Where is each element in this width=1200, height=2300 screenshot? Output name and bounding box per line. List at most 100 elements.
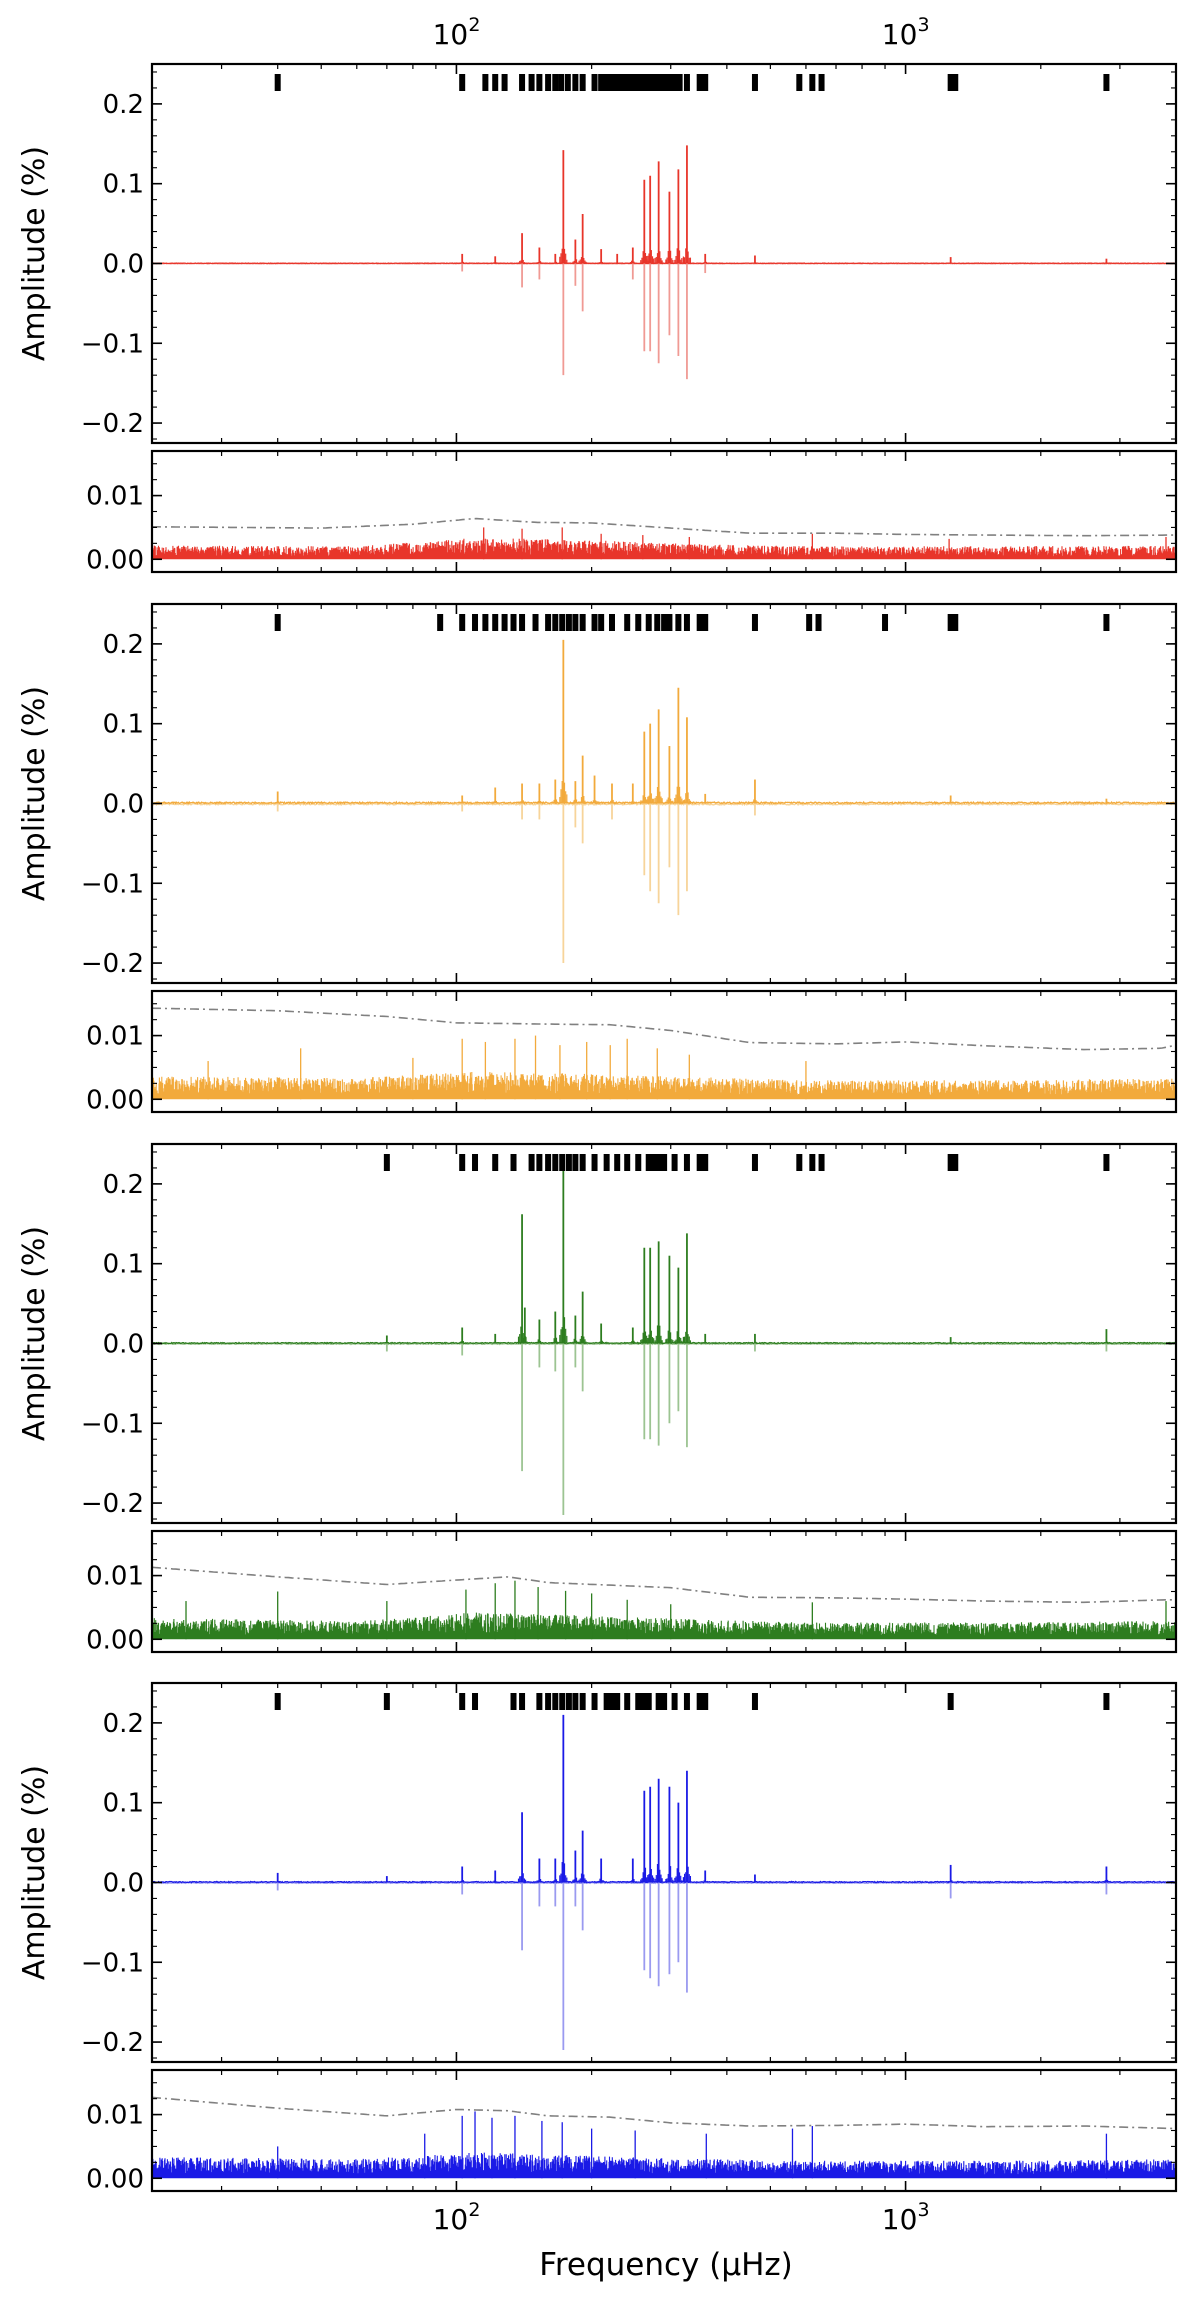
residual-noise	[152, 538, 1176, 560]
residual-plot: 0.01 0.00	[86, 1529, 1178, 1655]
panel-3: 0.2 0.1 0.0 −0.1 −0.2 Amplitude (%) 0.01 0.00	[17, 1142, 1178, 1655]
y-axis-label: Amplitude (%)	[17, 686, 52, 901]
mode-marker	[545, 1154, 552, 1171]
y-ticks: 0.01 0.00	[86, 1003, 1176, 1115]
mode-marker	[650, 74, 657, 91]
mode-marker	[492, 74, 499, 91]
mode-marker	[683, 614, 690, 631]
mode-marker	[598, 614, 605, 631]
mode-marker	[459, 1154, 466, 1171]
mode-marker	[274, 1693, 281, 1710]
y-ticks: 0.01 0.00	[86, 463, 1176, 575]
mode-marker	[501, 74, 508, 91]
y-axis-label: Amplitude (%)	[17, 1765, 52, 1980]
mode-marker	[614, 74, 621, 91]
mode-marker	[492, 1154, 499, 1171]
y-tick-label: −0.2	[81, 2028, 144, 2058]
mode-marker	[635, 74, 642, 91]
x-ticks	[220, 1531, 1177, 1652]
y-ticks: 0.2 0.1 0.0 −0.1 −0.2	[81, 1690, 1176, 2059]
mode-marker	[598, 74, 605, 91]
residual-series	[152, 2096, 1176, 2179]
mode-marker	[274, 614, 281, 631]
mode-marker	[661, 74, 668, 91]
y-tick-label: 0.0	[103, 789, 144, 819]
mode-marker	[603, 74, 610, 91]
mode-marker	[559, 614, 566, 631]
significance-threshold	[152, 1007, 1176, 1051]
mode-marker	[683, 1154, 690, 1171]
mode-marker	[818, 1154, 825, 1171]
mode-marker	[510, 614, 517, 631]
mode-marker	[671, 1693, 678, 1710]
mode-marker	[796, 1154, 803, 1171]
mode-marker	[565, 1693, 572, 1710]
mode-marker	[559, 1693, 566, 1710]
residual-plot: 0.01 0.00	[86, 2068, 1178, 2194]
mode-marker	[806, 614, 813, 631]
mode-marker	[1103, 1693, 1110, 1710]
mode-marker	[671, 1154, 678, 1171]
mode-marker	[654, 614, 661, 631]
mode-marker	[579, 1154, 586, 1171]
y-tick-label: −0.2	[81, 1489, 144, 1519]
residual-noise	[152, 2152, 1176, 2179]
mode-marker	[565, 614, 572, 631]
x-ticks	[220, 64, 1177, 443]
x-tick-label: 10	[882, 18, 918, 51]
mode-marker	[545, 74, 552, 91]
mode-marker	[459, 614, 466, 631]
mode-marker	[702, 614, 709, 631]
plot-frame	[150, 1142, 1178, 1525]
mode-marker	[882, 614, 889, 631]
mode-marker	[640, 1693, 647, 1710]
x-tick-exponent: 2	[468, 14, 480, 36]
spectrum-series	[152, 639, 1176, 964]
mode-marker	[472, 1693, 479, 1710]
mode-marker	[552, 74, 559, 91]
y-tick-label: 0.2	[103, 90, 144, 120]
mode-marker	[572, 614, 579, 631]
mode-marker	[472, 1154, 479, 1171]
y-ticks: 0.01 0.00	[86, 2082, 1176, 2194]
x-tick-exponent: 3	[918, 14, 930, 36]
mode-marker	[591, 74, 598, 91]
mode-marker	[751, 74, 758, 91]
mode-marker	[1103, 74, 1110, 91]
mode-marker	[952, 614, 959, 631]
y-tick-label: 0.00	[86, 2164, 144, 2194]
mode-marker	[274, 74, 281, 91]
y-tick-label: 0.1	[103, 1250, 144, 1280]
mode-markers	[383, 1154, 1110, 1171]
y-tick-label: 0.01	[86, 1562, 144, 1592]
mode-marker	[796, 74, 803, 91]
y-tick-label: 0.2	[103, 1170, 144, 1200]
mode-marker	[702, 1693, 709, 1710]
y-tick-label: 0.01	[86, 2101, 144, 2131]
mode-marker	[1103, 1154, 1110, 1171]
mode-marker	[645, 614, 652, 631]
mode-marker	[472, 614, 479, 631]
mode-marker	[579, 614, 586, 631]
mode-marker	[661, 1693, 668, 1710]
mode-marker	[1103, 614, 1110, 631]
mode-marker	[591, 1154, 598, 1171]
x-ticks	[220, 1683, 1177, 2062]
y-tick-label: 0.0	[103, 1868, 144, 1898]
mode-marker	[536, 74, 543, 91]
mode-marker	[661, 614, 668, 631]
mode-marker	[952, 74, 959, 91]
mode-marker	[536, 1154, 543, 1171]
y-tick-label: −0.2	[81, 949, 144, 979]
panel-4: 0.2 0.1 0.0 −0.1 −0.2 Amplitude (%) 0.01 0.00	[17, 1681, 1178, 2194]
mode-marker	[696, 74, 703, 91]
mode-marker	[947, 1693, 954, 1710]
mode-marker	[650, 1154, 657, 1171]
y-tick-label: −0.1	[81, 1409, 144, 1439]
mode-marker	[696, 1693, 703, 1710]
y-tick-label: −0.1	[81, 869, 144, 899]
y-ticks: 0.2 0.1 0.0 −0.1 −0.2	[81, 71, 1176, 440]
x-tick-exponent: 2	[468, 2199, 480, 2221]
mode-marker	[608, 74, 615, 91]
panel-2: 0.2 0.1 0.0 −0.1 −0.2 Amplitude (%) 0.01 0.00	[17, 602, 1178, 1115]
